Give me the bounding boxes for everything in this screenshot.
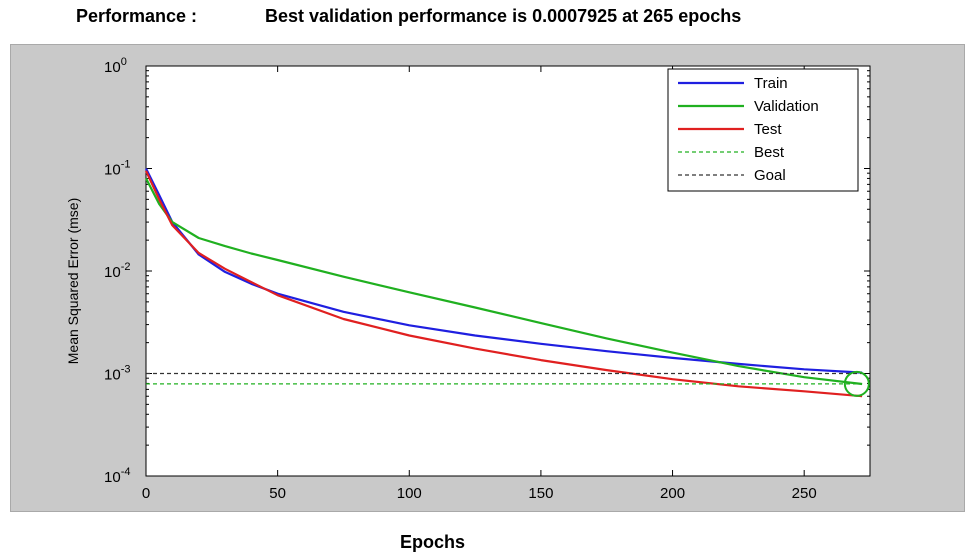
y-tick-label: 10-1 (104, 159, 130, 179)
legend-label-train: Train (754, 75, 788, 92)
legend-label-test: Test (754, 121, 782, 138)
top-heading: Performance : Best validation performanc… (0, 4, 975, 30)
y-tick-label: 10-2 (104, 261, 130, 281)
y-tick-label: 10-4 (104, 466, 130, 486)
best-epoch-marker (843, 370, 870, 397)
y-tick-label: 10-3 (104, 364, 130, 384)
x-tick-label: 200 (660, 485, 685, 502)
x-tick-label: 150 (528, 485, 553, 502)
chart-title: Best validation performance is 0.0007925… (265, 6, 742, 26)
y-axis-label: Mean Squared Error (mse) (65, 198, 81, 365)
series-line-validation (145, 177, 863, 386)
y-tick-label: 100 (104, 56, 127, 76)
legend-label-validation: Validation (754, 98, 819, 115)
x-tick-label: 100 (397, 485, 422, 502)
x-tick-label: 250 (792, 485, 817, 502)
legend-label-goal: Goal (754, 167, 786, 184)
legend-label-best: Best (754, 144, 785, 161)
x-tick-label: 50 (269, 485, 286, 502)
series-line-test (145, 170, 863, 398)
x-axis-label: Epochs (400, 532, 466, 552)
x-tick-label: 0 (142, 485, 150, 502)
performance-label: Performance : (76, 6, 198, 26)
